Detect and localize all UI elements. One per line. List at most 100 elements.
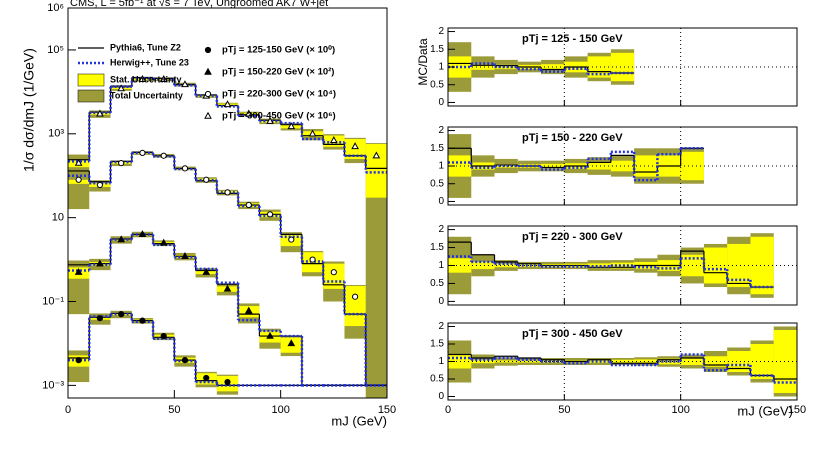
- panel-label: pTj = 125 - 150 GeV: [522, 33, 623, 45]
- data-point: [266, 211, 274, 218]
- data-point: [244, 109, 253, 117]
- data-point: [203, 374, 210, 382]
- y-tick-label: 0: [438, 296, 444, 307]
- uncertainty-band: [610, 359, 635, 364]
- data-point: [96, 315, 104, 322]
- data-point: [287, 339, 296, 347]
- data-point: [223, 284, 232, 292]
- uncertainty-band: [587, 162, 611, 170]
- legend-label: Pythia6, Tune Z2: [110, 42, 181, 52]
- legend-swatch: [77, 73, 105, 87]
- data-point: [308, 129, 317, 137]
- legend-label: pTj = 220-300 GeV (× 10⁴): [222, 89, 336, 100]
- data-point: [352, 293, 359, 300]
- panel-label: pTj = 300 - 450 GeV: [522, 328, 623, 340]
- uncertainty-band: [344, 286, 366, 327]
- data-point: [181, 80, 189, 88]
- plot-area: [68, 75, 387, 398]
- y-tick-label: 0: [438, 391, 444, 402]
- legend-label: pTj = 125-150 GeV (× 10⁰): [222, 45, 335, 56]
- y-tick-label: 10⁻³: [42, 379, 64, 391]
- data-point: [117, 84, 126, 92]
- uncertainty-band: [750, 344, 774, 379]
- y-tick-label: 1: [438, 260, 444, 271]
- data-point: [96, 109, 104, 117]
- data-point: [224, 189, 231, 196]
- chart-title: CMS, L = 5fb⁻¹ at √s = 7 TeV, Ungroomed …: [70, 0, 328, 9]
- y-tick-label: 1: [438, 161, 444, 172]
- uncertainty-band: [750, 236, 774, 295]
- data-point: [181, 252, 189, 259]
- uncertainty-band: [657, 358, 681, 365]
- uncertainty-band: [365, 144, 387, 198]
- y-tick-label: 0.5: [430, 79, 444, 90]
- y-tick-label: 1.5: [430, 339, 444, 350]
- data-point: [309, 256, 316, 263]
- y-tick-label: 2: [438, 125, 444, 136]
- uncertainty-band: [703, 247, 728, 284]
- data-point: [181, 357, 189, 364]
- y-tick-label: 1.5: [430, 242, 444, 253]
- data-point: [75, 176, 82, 183]
- y-tick-label: 2: [438, 321, 444, 332]
- uncertainty-band: [587, 360, 611, 363]
- y-tick-label: 10⁵: [47, 44, 64, 56]
- uncertainty-band: [471, 261, 495, 270]
- uncertainty-band: [703, 356, 728, 367]
- x-tick-label: 150: [378, 404, 396, 416]
- y-tick-label: 0: [438, 97, 444, 108]
- data-point: [181, 165, 189, 172]
- y-tick-label: 2: [438, 224, 444, 235]
- data-point: [204, 90, 212, 98]
- data-point: [202, 267, 211, 275]
- data-point: [266, 116, 274, 124]
- data-point: [159, 238, 168, 246]
- data-point: [139, 149, 146, 157]
- legend-label: pTj = 150-220 GeV (× 10²): [222, 67, 334, 78]
- panel-label: pTj = 150 - 220 GeV: [522, 132, 623, 144]
- y-tick-label: 1: [438, 356, 444, 367]
- y-tick-label: 1: [438, 62, 444, 73]
- data-point: [118, 311, 125, 318]
- y-tick-label: 2: [438, 26, 444, 37]
- uncertainty-band: [494, 360, 518, 363]
- uncertainty-band: [517, 360, 542, 363]
- data-point: [287, 122, 296, 130]
- uncertainty-band: [494, 164, 518, 168]
- y-tick-label: 10: [52, 212, 64, 224]
- x-tick-label: 50: [168, 404, 180, 416]
- data-point: [224, 378, 231, 386]
- y-axis-label: MC/Data: [416, 38, 430, 86]
- data-point: [266, 331, 274, 339]
- data-point: [223, 100, 232, 108]
- ratio-area: [448, 28, 797, 106]
- y-tick-label: 0: [438, 196, 444, 207]
- legend-label: pTj = 300-450 GeV (× 10⁶): [222, 111, 336, 122]
- uncertainty-band: [773, 330, 797, 393]
- frame: [67, 7, 388, 399]
- uncertainty-band: [365, 143, 387, 398]
- x-tick-label: 0: [445, 404, 451, 416]
- data-point: [118, 160, 125, 167]
- x-tick-label: 0: [65, 404, 71, 416]
- uncertainty-band: [634, 155, 658, 177]
- y-tick-label: 0.5: [430, 374, 444, 385]
- uncertainty-band: [610, 160, 635, 172]
- ratio-area: [448, 226, 797, 305]
- legend-swatch: [77, 89, 105, 103]
- y-tick-label: 0.5: [430, 178, 444, 189]
- uncertainty-band: [448, 155, 472, 177]
- uncertainty-band: [587, 56, 611, 78]
- uncertainty-band: [610, 52, 635, 82]
- x-axis-label: mJ (GeV): [331, 413, 387, 428]
- uncertainty-band: [494, 64, 518, 70]
- y-tick-label: 10⁶: [47, 2, 64, 14]
- data-point: [96, 259, 104, 267]
- data-point: [75, 357, 82, 364]
- data-point: [139, 317, 146, 324]
- data-point: [138, 230, 147, 238]
- legend-label: Stat. Uncertainty: [110, 74, 182, 84]
- data-point: [74, 267, 83, 275]
- x-tick-label: 100: [271, 404, 289, 416]
- data-point: [204, 111, 212, 119]
